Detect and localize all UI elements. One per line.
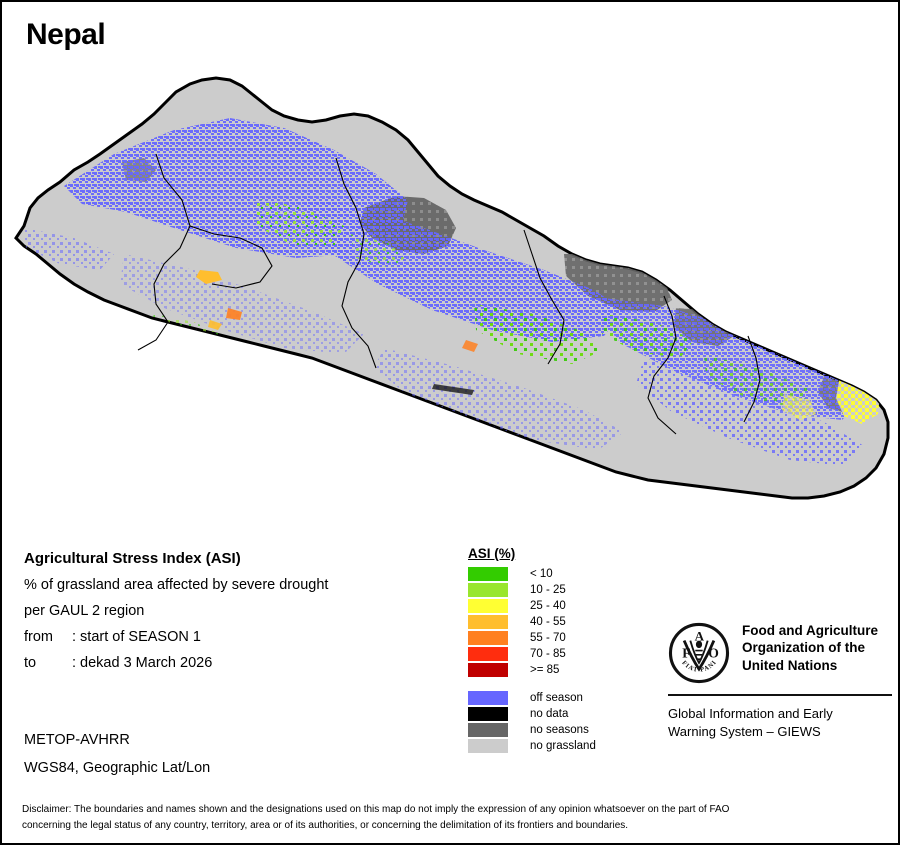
legend-row-special-2: no seasons — [468, 722, 658, 738]
legend-swatch-asi-1 — [468, 583, 508, 597]
fao-divider — [668, 694, 892, 696]
fao-org-line-1: Food and Agriculture — [742, 623, 878, 638]
period-from-key: from — [24, 629, 53, 645]
projection-label: WGS84, Geographic Lat/Lon — [24, 760, 211, 776]
legend-row-special-3: no grassland — [468, 738, 658, 754]
sensor-label: METOP-AVHRR — [24, 732, 130, 748]
legend-label-asi-6: >= 85 — [530, 664, 560, 676]
description-line-1: % of grassland area affected by severe d… — [24, 577, 329, 593]
legend-label-asi-1: 10 - 25 — [530, 584, 566, 596]
legend-label-asi-3: 40 - 55 — [530, 616, 566, 628]
legend-label-asi-2: 25 - 40 — [530, 600, 566, 612]
map-thematic-layer — [20, 118, 880, 466]
legend-swatch-asi-4 — [468, 631, 508, 645]
legend-label-no-data: no data — [530, 708, 569, 720]
disclaimer-line-2: concerning the legal status of any count… — [22, 819, 629, 831]
description-heading: Agricultural Stress Index (ASI) — [24, 550, 241, 567]
period-to-row: to : dekad 3 March 2026 — [24, 655, 444, 671]
svg-text:F: F — [682, 645, 690, 660]
fao-logo-row: F A O FIAT PANIS Food and Agriculture Or… — [668, 622, 894, 684]
legend-swatch-asi-0 — [468, 567, 508, 581]
nepal-map-svg[interactable] — [4, 58, 898, 528]
legend-swatch-no-data — [468, 707, 508, 721]
giews-line-2: Warning System – GIEWS — [668, 723, 821, 739]
fao-org-line-2: Organization of the — [742, 640, 865, 656]
legend-swatch-off-season — [468, 691, 508, 705]
legend-row-asi-6: >= 85 — [468, 662, 658, 678]
admin-boundaries — [137, 153, 761, 435]
legend-swatch-asi-2 — [468, 599, 508, 613]
svg-text:A: A — [695, 629, 705, 644]
legend-spacer — [468, 678, 658, 690]
legend-swatch-asi-6 — [468, 663, 508, 677]
svg-text:O: O — [708, 645, 719, 660]
period-from-value: : start of SEASON 1 — [72, 629, 201, 645]
legend-label-no-grassland: no grassland — [530, 740, 596, 752]
legend-label-no-seasons: no seasons — [530, 724, 589, 736]
legend-label-asi-5: 70 - 85 — [530, 648, 566, 660]
disclaimer-line-1: Disclaimer: The boundaries and names sho… — [22, 804, 730, 815]
legend-row-special-1: no data — [468, 706, 658, 722]
fao-organization-name: Food and Agriculture Organization of the… — [742, 622, 878, 674]
map-canvas[interactable] — [4, 58, 898, 528]
legend-row-asi-4: 55 - 70 — [468, 630, 658, 646]
giews-line-1: Global Information and Early — [668, 706, 833, 721]
class-orange-asi — [196, 270, 478, 352]
map-legend: ASI (%) < 10 10 - 25 25 - 40 40 - 55 55 … — [468, 546, 658, 754]
description-block: Agricultural Stress Index (ASI) % of gra… — [24, 550, 444, 681]
disclaimer-block: Disclaimer: The boundaries and names sho… — [22, 802, 882, 833]
legend-row-special-0: off season — [468, 690, 658, 706]
legend-swatch-asi-3 — [468, 615, 508, 629]
period-to-value: : dekad 3 March 2026 — [72, 655, 213, 671]
page-title: Nepal — [26, 18, 106, 51]
legend-title: ASI (%) — [468, 546, 516, 561]
fao-org-line-3: United Nations — [742, 657, 838, 673]
period-from-row: from : start of SEASON 1 — [24, 629, 444, 645]
period-to-key: to — [24, 655, 37, 671]
legend-row-asi-1: 10 - 25 — [468, 582, 658, 598]
fao-branding: F A O FIAT PANIS Food and Agriculture Or… — [668, 622, 894, 740]
legend-row-asi-5: 70 - 85 — [468, 646, 658, 662]
class-off-season — [24, 118, 864, 466]
legend-swatch-no-seasons — [468, 723, 508, 737]
legend-label-off-season: off season — [530, 692, 583, 704]
fao-emblem-icon: F A O FIAT PANIS — [668, 622, 730, 684]
legend-label-asi-0: < 10 — [530, 568, 553, 580]
legend-swatch-no-grassland — [468, 739, 508, 753]
description-line-2: per GAUL 2 region — [24, 603, 145, 619]
legend-swatch-asi-5 — [468, 647, 508, 661]
legend-row-asi-2: 25 - 40 — [468, 598, 658, 614]
giews-block: Global Information and Early Warning Sys… — [668, 705, 894, 740]
source-block: METOP-AVHRR WGS84, Geographic Lat/Lon — [24, 732, 444, 788]
legend-label-asi-4: 55 - 70 — [530, 632, 566, 644]
legend-row-asi-3: 40 - 55 — [468, 614, 658, 630]
legend-row-asi-0: < 10 — [468, 566, 658, 582]
